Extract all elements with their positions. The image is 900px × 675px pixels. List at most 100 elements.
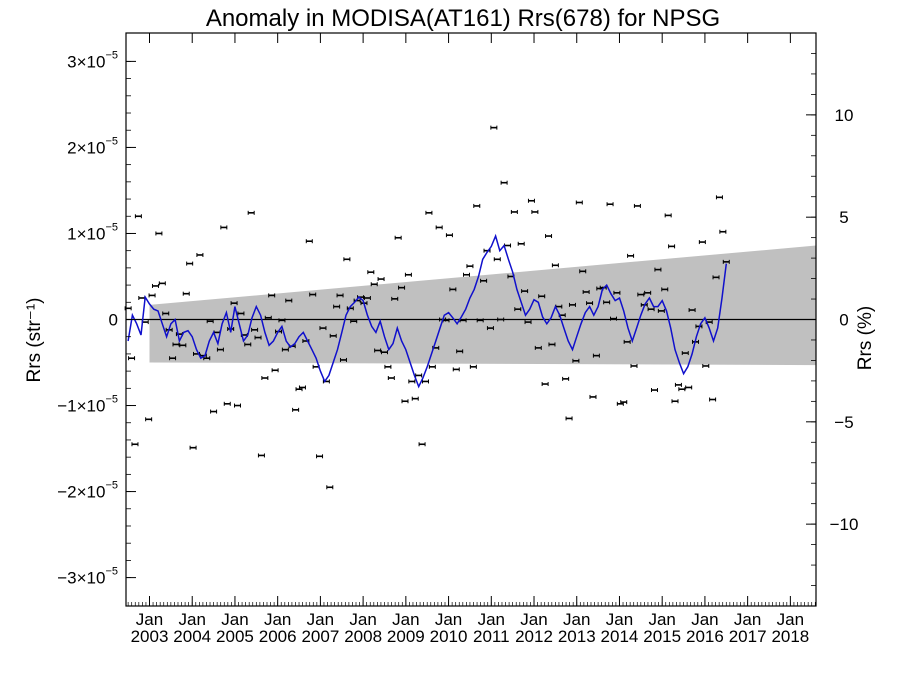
data-point	[500, 180, 508, 185]
data-point	[343, 257, 351, 262]
y-axis-left-label: Rrs (str⁻¹)	[24, 298, 45, 383]
data-point	[654, 267, 662, 272]
data-point	[251, 327, 259, 332]
data-point	[268, 293, 276, 298]
data-point	[281, 347, 289, 352]
data-point	[435, 225, 443, 230]
data-point	[244, 342, 252, 347]
x-tick-month: Jan	[648, 610, 675, 629]
data-point	[582, 289, 590, 294]
data-point	[715, 195, 723, 200]
data-point	[298, 385, 306, 390]
data-point	[661, 287, 669, 292]
x-tick-month: Jan	[179, 610, 206, 629]
y-tick-exponent: −5	[105, 480, 118, 492]
data-point	[664, 213, 672, 218]
data-point	[367, 270, 375, 275]
x-tick-month: Jan	[136, 610, 163, 629]
data-point	[527, 198, 535, 203]
data-point	[309, 292, 317, 297]
data-point	[162, 311, 170, 316]
data-point	[695, 324, 703, 329]
data-point	[394, 235, 402, 240]
y-tick-exponent: −5	[105, 135, 118, 147]
data-point	[551, 263, 559, 268]
data-point	[589, 394, 597, 399]
data-point	[606, 202, 614, 207]
x-tick-year: 2015	[643, 627, 681, 646]
x-tick-year: 2010	[430, 627, 468, 646]
y-axis-right-label: Rrs (%)	[855, 306, 876, 370]
x-tick-year: 2007	[301, 627, 339, 646]
data-point	[220, 225, 228, 230]
data-point	[339, 357, 347, 362]
data-point	[158, 281, 166, 286]
data-point	[316, 454, 324, 459]
data-point	[504, 243, 512, 248]
data-point	[404, 272, 412, 277]
y-axis-right-title: Rrs (%)	[855, 306, 876, 370]
data-point	[698, 240, 706, 245]
data-point	[285, 298, 293, 303]
y-tick-label: 0	[109, 311, 118, 330]
data-point	[568, 302, 576, 307]
data-point	[531, 209, 539, 214]
data-point	[148, 293, 156, 298]
y-tick-exponent: −5	[105, 566, 118, 578]
data-point	[609, 316, 617, 321]
y2-tick-label: −5	[834, 413, 853, 432]
x-tick-year: 2006	[259, 627, 297, 646]
data-point	[271, 368, 279, 373]
data-point	[223, 401, 231, 406]
data-point	[685, 385, 693, 390]
x-tick-year: 2014	[601, 627, 639, 646]
data-point	[534, 345, 542, 350]
data-point	[216, 347, 224, 352]
x-tick-month: Jan	[349, 610, 376, 629]
data-point	[196, 252, 204, 257]
data-point	[182, 291, 190, 296]
data-point	[384, 364, 392, 369]
x-tick-year: 2003	[131, 627, 169, 646]
x-tick-month: Jan	[691, 610, 718, 629]
data-point	[688, 308, 696, 313]
uncertainty-band	[149, 245, 816, 366]
data-point	[586, 301, 594, 306]
data-point	[678, 387, 686, 392]
data-point	[326, 485, 334, 490]
data-point	[524, 320, 532, 325]
data-point	[657, 308, 665, 313]
y-tick-mantissa: 2×10	[67, 138, 105, 157]
x-tick-month: Jan	[606, 610, 633, 629]
data-point	[633, 203, 641, 208]
data-point	[562, 376, 570, 381]
x-tick-month: Jan	[734, 610, 761, 629]
data-point	[722, 259, 730, 264]
y-tick-label: 3×10−5	[67, 49, 118, 71]
data-point	[671, 399, 679, 404]
data-point	[421, 379, 429, 384]
data-point	[486, 326, 494, 331]
data-point	[592, 353, 600, 358]
x-tick-month: Jan	[435, 610, 462, 629]
data-point	[651, 388, 659, 393]
data-point	[517, 241, 525, 246]
data-point	[647, 307, 655, 312]
data-point	[179, 343, 187, 348]
data-point	[169, 356, 177, 361]
x-tick-year: 2008	[344, 627, 382, 646]
y-tick-mantissa: 0	[109, 311, 118, 330]
data-point	[336, 293, 344, 298]
data-point	[247, 210, 255, 215]
data-point	[712, 275, 720, 280]
x-tick-month: Jan	[777, 610, 804, 629]
data-point	[630, 363, 638, 368]
data-point	[668, 244, 676, 249]
data-point	[374, 348, 382, 353]
data-point	[254, 335, 262, 340]
x-tick-year: 2009	[387, 627, 425, 646]
data-point	[548, 342, 556, 347]
data-point	[466, 264, 474, 269]
x-tick-year: 2013	[558, 627, 596, 646]
data-point	[514, 307, 522, 312]
